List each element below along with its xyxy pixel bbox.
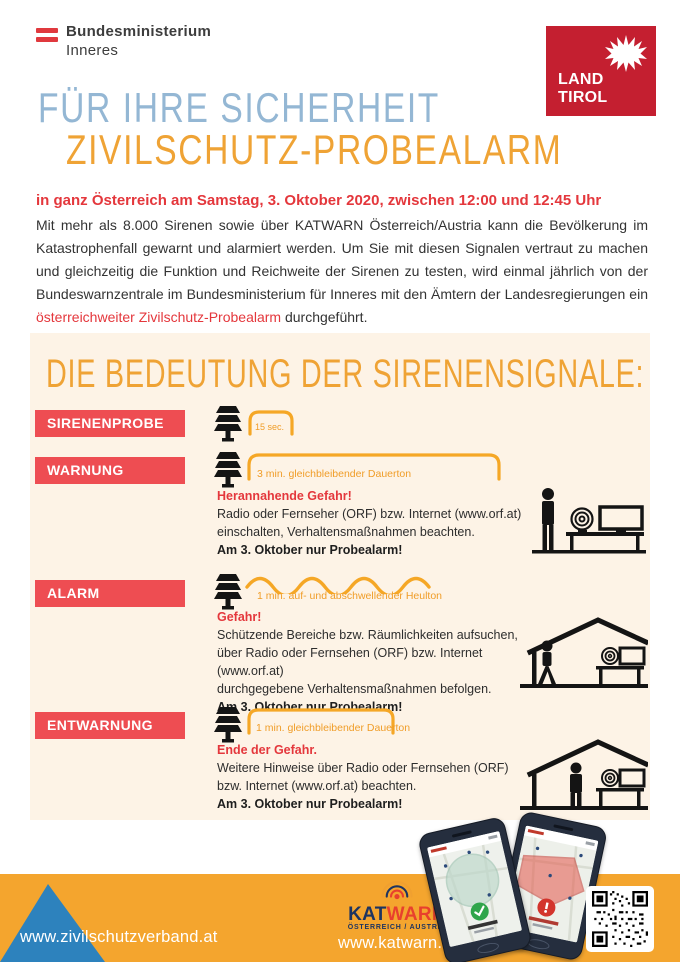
medium-tone-arc-icon	[247, 708, 395, 735]
warnung-line1: Radio oder Fernseher (ORF) bzw. Internet…	[217, 507, 522, 521]
entwarnung-text-block: Ende der Gefahr. Weitere Hinweise über R…	[217, 741, 527, 813]
long-tone-arc-icon	[247, 453, 501, 481]
signal-label-entwarnung: ENTWARNUNG	[35, 712, 185, 739]
page-title-line1: FÜR IHRE SICHERHEIT	[38, 84, 440, 131]
austria-flag-icon	[36, 28, 58, 42]
warnung-heading: Herannahende Gefahr!	[217, 489, 352, 503]
zivilschutz-triangle-logo	[0, 884, 105, 962]
phone-speaker	[553, 824, 574, 832]
ministry-department: Inneres	[66, 42, 119, 59]
alarm-line3: durchgegebene Verhaltensmaßnahmen befolg…	[217, 682, 492, 696]
duration-warnung: 3 min. gleichbleibender Dauerton	[257, 468, 412, 480]
alarm-heading: Gefahr!	[217, 610, 262, 624]
katwarn-allclear-map-screen	[427, 831, 523, 948]
intro-text-before: Mit mehr als 8.000 Sirenen sowie über KA…	[36, 217, 648, 302]
rising-falling-wave-icon	[245, 576, 431, 594]
entwarnung-line1: Weitere Hinweise über Radio oder Fernseh…	[217, 761, 509, 775]
intro-text-highlight: österreichweiter Zivilschutz-Probealarm	[36, 309, 282, 325]
land-tirol-text: LAND TIROL	[558, 71, 608, 106]
smartphone-allclear-screen	[417, 815, 533, 962]
alarm-text-block: Gefahr! Schützende Bereiche bzw. Räumlic…	[217, 608, 527, 716]
person-with-radio-and-computer-icon	[532, 488, 646, 554]
signal-label-sirenenprobe: SIRENENPROBE	[35, 410, 185, 437]
warnung-emphasis: Am 3. Oktober nur Probealarm!	[217, 543, 403, 557]
katwarn-url: www.katwarn.at	[338, 934, 457, 952]
duration-entwarnung: 1 min. gleichbleibender Dauerton	[256, 722, 411, 734]
signal-label-warnung: WARNUNG	[35, 457, 185, 484]
ministry-name: Bundesministerium	[66, 23, 212, 40]
zivilschutzverband-url: www.zivilschutzverband.at	[20, 928, 218, 946]
page-title-line2: ZIVILSCHUTZ-PROBEALARM	[66, 126, 563, 173]
siren-icon	[214, 574, 242, 610]
event-date-line: in ganz Österreich am Samstag, 3. Oktobe…	[36, 192, 602, 209]
katwarn-subtitle: ÖSTERREICH / AUSTRIA	[347, 924, 447, 931]
ministry-logo: Bundesministerium Inneres	[66, 22, 211, 60]
entwarnung-line2: bzw. Internet (www.orf.at) beachten.	[217, 779, 417, 793]
katwarn-logo: KATWARN ÖSTERREICH / AUSTRIA	[338, 876, 456, 931]
siren-icon	[214, 406, 242, 442]
phone-home-button	[476, 941, 500, 955]
siren-icon	[214, 707, 242, 743]
intro-paragraph: Mit mehr als 8.000 Sirenen sowie über KA…	[36, 214, 648, 329]
katwarn-alert-map-screen	[504, 825, 599, 943]
qr-code	[586, 886, 654, 952]
warnung-line2: einschalten, Verhaltensmaßnahmen beachte…	[217, 525, 475, 539]
person-entering-house-icon	[520, 617, 648, 688]
alarm-line1: Schützende Bereiche bzw. Räumlichkeiten …	[217, 628, 518, 642]
entwarnung-emphasis: Am 3. Oktober nur Probealarm!	[217, 797, 403, 811]
radio-waves-icon	[381, 881, 413, 900]
person-in-house-icon	[520, 739, 648, 810]
alarm-line2: über Radio oder Fernsehen (ORF) bzw. Int…	[217, 646, 483, 678]
katwarn-app-phones	[417, 810, 609, 962]
signal-label-alarm: ALARM	[35, 580, 185, 607]
intro-text-after: durchgeführt.	[281, 309, 368, 325]
duration-sirenenprobe: 15 sec.	[255, 422, 285, 432]
katwarn-brand: KATWARN	[348, 904, 446, 925]
land-tirol-logo: LAND TIROL	[546, 26, 656, 116]
tirol-eagle-icon	[605, 35, 647, 72]
siren-icon	[214, 452, 242, 488]
phone-speaker	[451, 830, 472, 838]
smartphone-alert-screen	[493, 810, 609, 962]
warnung-text-block: Herannahende Gefahr! Radio oder Fernsehe…	[217, 487, 527, 559]
entwarnung-heading: Ende der Gefahr.	[217, 743, 318, 757]
section-title: DIE BEDEUTUNG DER SIRENENSIGNALE:	[46, 352, 645, 396]
duration-alarm: 1 min. auf- und abschwellender Heulton	[257, 590, 443, 602]
short-tone-arc-icon	[248, 410, 294, 436]
